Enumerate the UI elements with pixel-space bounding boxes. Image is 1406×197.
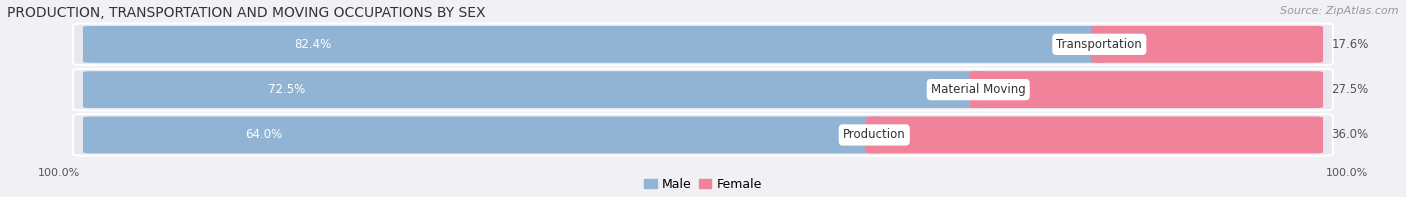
FancyBboxPatch shape bbox=[73, 114, 1333, 156]
FancyBboxPatch shape bbox=[73, 24, 1333, 65]
FancyBboxPatch shape bbox=[83, 117, 883, 153]
FancyBboxPatch shape bbox=[866, 117, 1323, 153]
Text: 17.6%: 17.6% bbox=[1331, 38, 1369, 51]
Legend: Male, Female: Male, Female bbox=[644, 178, 762, 191]
FancyBboxPatch shape bbox=[73, 69, 1333, 110]
Text: Transportation: Transportation bbox=[1056, 38, 1142, 51]
Text: Production: Production bbox=[842, 128, 905, 141]
Text: 82.4%: 82.4% bbox=[294, 38, 332, 51]
Text: 27.5%: 27.5% bbox=[1331, 83, 1368, 96]
Text: Source: ZipAtlas.com: Source: ZipAtlas.com bbox=[1281, 6, 1399, 16]
FancyBboxPatch shape bbox=[83, 26, 1108, 63]
Text: PRODUCTION, TRANSPORTATION AND MOVING OCCUPATIONS BY SEX: PRODUCTION, TRANSPORTATION AND MOVING OC… bbox=[7, 6, 485, 20]
FancyBboxPatch shape bbox=[1091, 26, 1323, 63]
Text: 100.0%: 100.0% bbox=[38, 168, 80, 178]
FancyBboxPatch shape bbox=[83, 71, 987, 108]
Text: Material Moving: Material Moving bbox=[931, 83, 1025, 96]
Text: 72.5%: 72.5% bbox=[269, 83, 305, 96]
Text: 100.0%: 100.0% bbox=[1326, 168, 1368, 178]
Text: 36.0%: 36.0% bbox=[1331, 128, 1368, 141]
Text: 64.0%: 64.0% bbox=[245, 128, 283, 141]
FancyBboxPatch shape bbox=[970, 71, 1323, 108]
